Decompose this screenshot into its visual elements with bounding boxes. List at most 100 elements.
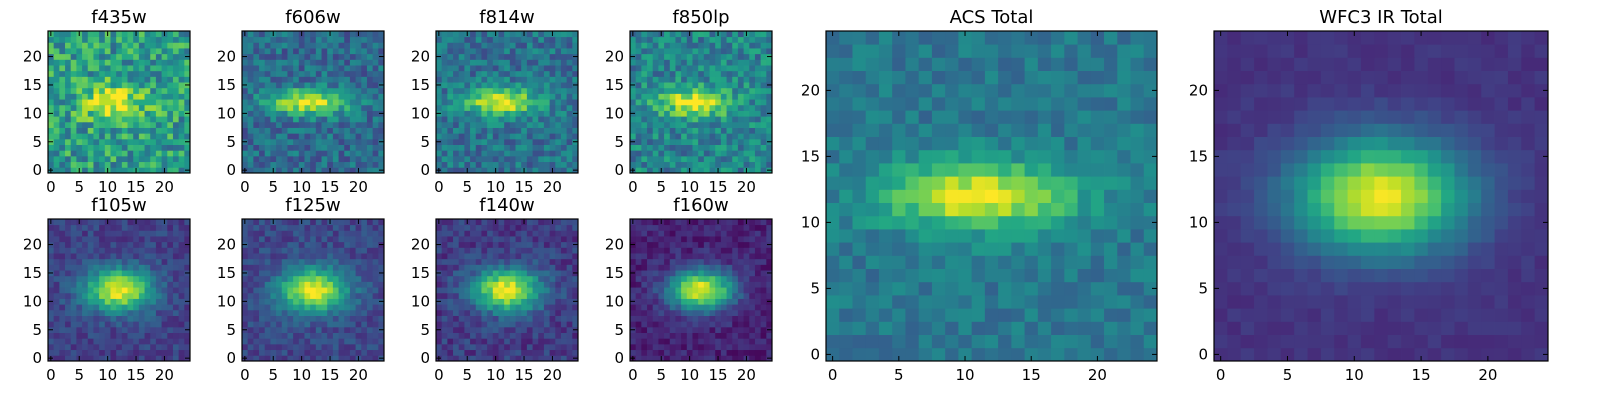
heatmap-cell <box>344 315 351 322</box>
heatmap-cell <box>737 321 744 328</box>
heatmap-cell <box>144 65 151 72</box>
heatmap-cell <box>509 104 516 111</box>
heatmap-cell <box>242 247 249 254</box>
heatmap-cell <box>144 315 151 322</box>
heatmap-cell <box>99 31 106 38</box>
heatmap-cell <box>116 304 123 311</box>
heatmap-cell <box>344 116 351 123</box>
heatmap-cell <box>82 281 89 288</box>
heatmap-cell <box>515 161 522 168</box>
heatmap-cell <box>116 104 123 111</box>
heatmap-cell <box>293 144 300 151</box>
heatmap-cell <box>543 53 550 60</box>
heatmap-cell <box>178 150 185 157</box>
heatmap-cell <box>481 59 488 66</box>
heatmap-cell <box>669 116 676 123</box>
heatmap-cell <box>441 48 448 55</box>
heatmap-cell <box>726 343 733 351</box>
heatmap-cell <box>538 355 545 362</box>
heatmap-cell <box>310 219 317 226</box>
heatmap-cell <box>641 270 648 277</box>
heatmap-cell <box>754 287 762 294</box>
heatmap-cell <box>82 326 89 333</box>
heatmap-cell <box>372 355 379 362</box>
heatmap-cell <box>361 133 368 140</box>
heatmap-cell <box>144 219 151 226</box>
heatmap-cell <box>549 326 556 333</box>
heatmap-cell <box>732 138 739 145</box>
heatmap-cell <box>572 133 579 140</box>
heatmap-cell <box>178 116 185 123</box>
heatmap-cell <box>526 275 533 282</box>
heatmap-cell <box>264 298 271 305</box>
heatmap-cell <box>178 93 185 100</box>
heatmap-cell <box>48 155 55 163</box>
heatmap-cell <box>458 247 465 254</box>
heatmap-cell <box>82 219 89 226</box>
heatmap-cell <box>538 121 545 128</box>
heatmap-cell <box>521 253 528 260</box>
heatmap-cell <box>276 155 283 163</box>
heatmap-cell <box>743 150 750 157</box>
heatmap-cell <box>732 355 739 362</box>
heatmap-cell <box>247 36 254 43</box>
heatmap-cell <box>760 144 767 151</box>
heatmap-cell <box>259 110 266 117</box>
heatmap-cell <box>184 219 191 226</box>
heatmap-cell <box>48 253 55 260</box>
heatmap-cell <box>566 270 573 277</box>
heatmap-cell <box>253 99 260 106</box>
heatmap-cell <box>264 332 271 339</box>
heatmap-cell <box>675 298 682 305</box>
heatmap-cell <box>487 87 494 94</box>
heatmap-cell <box>76 127 83 134</box>
heatmap-cell <box>53 93 60 100</box>
heatmap-cell <box>178 70 185 77</box>
x-tick-label: 20 <box>155 366 174 384</box>
heatmap-cell <box>566 59 573 66</box>
heatmap-cell <box>378 70 385 77</box>
heatmap-cell <box>436 127 443 134</box>
heatmap-cell <box>487 309 494 316</box>
heatmap-cell <box>150 281 157 288</box>
heatmap-cell <box>321 161 328 168</box>
heatmap-cell <box>270 99 277 106</box>
heatmap-cell <box>652 65 659 72</box>
heatmap-cell <box>436 304 443 311</box>
heatmap-cell <box>675 315 682 322</box>
heatmap-cell <box>127 298 134 305</box>
heatmap-cell <box>641 53 648 60</box>
heatmap-cell <box>538 59 545 66</box>
heatmap-cell <box>270 349 277 356</box>
heatmap-cell <box>658 121 665 128</box>
heatmap-cell <box>703 150 710 157</box>
heatmap-cell <box>361 219 368 226</box>
heatmap-cell <box>70 349 77 356</box>
heatmap-cell <box>184 161 191 168</box>
heatmap-cell <box>281 82 288 89</box>
heatmap-cell <box>121 167 128 174</box>
heatmap-cell <box>287 150 294 157</box>
heatmap-cell <box>355 292 362 299</box>
heatmap-cell <box>630 42 637 49</box>
heatmap-cell <box>298 332 305 339</box>
heatmap-cell <box>658 298 665 305</box>
heatmap-cell <box>315 138 322 145</box>
heatmap-cell <box>509 253 516 260</box>
heatmap-cell <box>76 326 83 333</box>
heatmap-cell <box>338 253 345 260</box>
heatmap-cell <box>99 264 106 271</box>
heatmap-cell <box>287 53 294 60</box>
heatmap-cell <box>355 82 362 89</box>
heatmap-cell <box>276 127 283 134</box>
heatmap-cell <box>560 321 568 328</box>
heatmap-cell <box>760 70 767 77</box>
heatmap-cell <box>310 133 317 140</box>
heatmap-cell <box>447 236 454 243</box>
heatmap-cell <box>515 315 522 322</box>
heatmap-cell <box>178 53 185 60</box>
plot-frame <box>47 30 191 174</box>
heatmap-cell <box>715 270 722 277</box>
heatmap-cell <box>709 287 716 294</box>
heatmap-cell <box>709 343 716 351</box>
